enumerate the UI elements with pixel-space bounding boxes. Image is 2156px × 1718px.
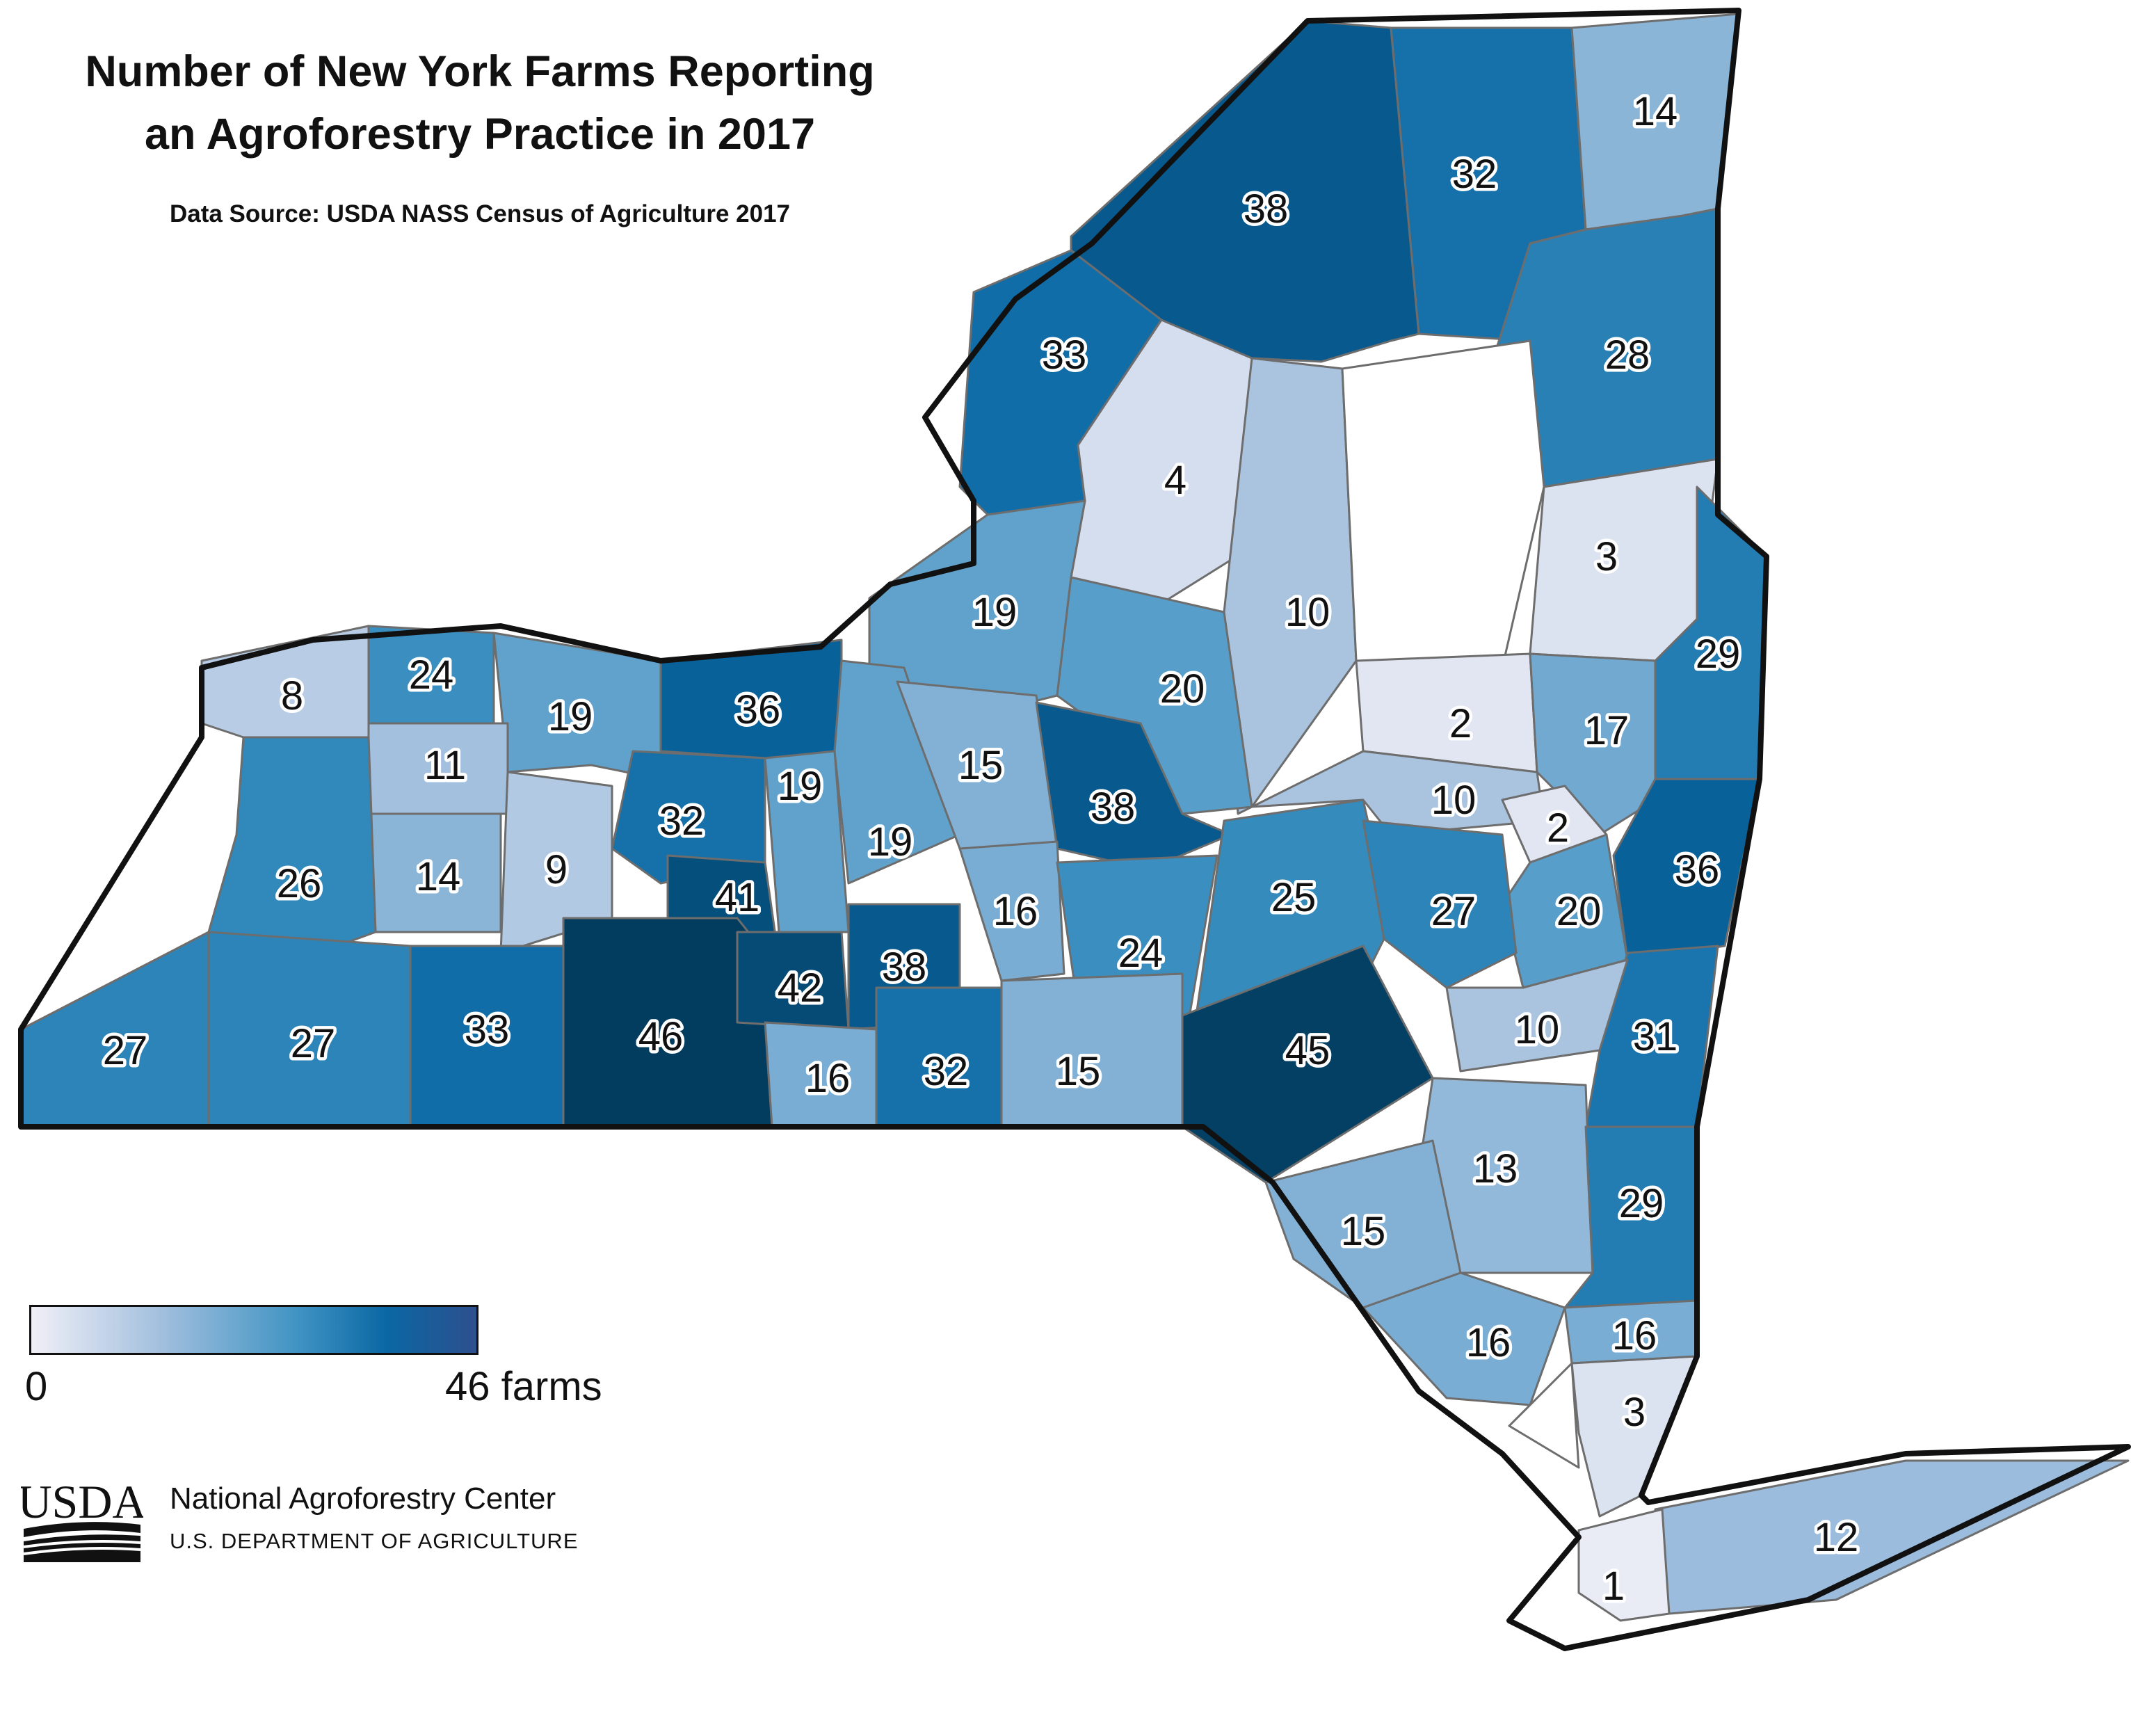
county-value-label-rensselaer: 36 bbox=[1675, 847, 1720, 892]
county-rockland bbox=[1508, 1362, 1580, 1469]
county-value-label-wyoming: 14 bbox=[416, 854, 461, 899]
county-value-label-otsego: 25 bbox=[1271, 875, 1317, 920]
county-value-label-washington: 29 bbox=[1696, 632, 1741, 677]
county-value-label-suffolk: 12 bbox=[1814, 1515, 1859, 1560]
county-value-label-essex: 28 bbox=[1605, 332, 1650, 378]
title-line-2: an Agroforestry Practice in 2017 bbox=[144, 110, 816, 159]
agency-department: U.S. DEPARTMENT OF AGRICULTURE bbox=[170, 1529, 579, 1553]
county-greene bbox=[1445, 958, 1629, 1073]
county-value-label-orange: 16 bbox=[1466, 1320, 1511, 1365]
county-delaware bbox=[1181, 945, 1434, 1184]
county-value-label-chenango: 24 bbox=[1118, 931, 1164, 976]
county-value-label-cortland: 16 bbox=[993, 889, 1038, 934]
county-value-label-erie: 26 bbox=[277, 861, 322, 906]
county-cayuga bbox=[833, 659, 961, 885]
county-value-label-niagara: 8 bbox=[281, 673, 303, 718]
county-value-label-chemung: 16 bbox=[805, 1056, 851, 1101]
data-source: Data Source: USDA NASS Census of Agricul… bbox=[169, 200, 791, 227]
legend-min-label: 0 bbox=[25, 1364, 48, 1409]
county-value-label-dutchess: 29 bbox=[1619, 1181, 1664, 1226]
county-erie bbox=[207, 736, 377, 961]
county-value-label-allegany: 33 bbox=[465, 1007, 510, 1052]
county-value-label-sullivan: 15 bbox=[1341, 1209, 1386, 1254]
county-value-label-albany: 20 bbox=[1556, 889, 1602, 934]
county-orange bbox=[1362, 1271, 1566, 1406]
county-value-label-steuben: 46 bbox=[638, 1014, 684, 1059]
county-value-label-monroe: 19 bbox=[548, 694, 593, 739]
county-value-label-tioga: 32 bbox=[924, 1049, 969, 1094]
county-value-label-oneida: 20 bbox=[1160, 666, 1205, 712]
county-value-label-yates: 41 bbox=[715, 875, 760, 920]
county-value-label-ontario: 32 bbox=[659, 798, 705, 844]
county-value-label-saratoga: 17 bbox=[1584, 708, 1630, 753]
county-value-label-cayuga: 19 bbox=[868, 819, 913, 865]
county-value-label-schoharie: 27 bbox=[1431, 889, 1477, 934]
county-value-label-schuyler: 42 bbox=[778, 965, 823, 1011]
county-value-label-madison: 38 bbox=[1091, 785, 1136, 830]
usda-wordmark: USDA bbox=[21, 1475, 143, 1528]
county-value-label-tompkins: 38 bbox=[882, 945, 927, 990]
county-value-label-fulton: 2 bbox=[1449, 701, 1472, 746]
county-value-label-st-lawrence: 38 bbox=[1244, 186, 1289, 232]
county-value-label-ulster: 13 bbox=[1473, 1146, 1518, 1191]
county-value-label-wayne: 36 bbox=[736, 687, 781, 732]
map-title: Number of New York Farms Reporting an Ag… bbox=[28, 40, 932, 166]
legend-max-label: 46 farms bbox=[445, 1364, 602, 1409]
county-schoharie bbox=[1362, 819, 1518, 989]
county-westchester bbox=[1570, 1355, 1698, 1518]
county-value-label-columbia: 31 bbox=[1633, 1014, 1678, 1059]
county-value-label-livingston: 9 bbox=[545, 847, 568, 892]
county-value-label-chautauqua: 27 bbox=[103, 1028, 148, 1073]
county-value-label-lewis: 4 bbox=[1164, 458, 1186, 503]
county-value-label-delaware: 45 bbox=[1285, 1028, 1330, 1073]
county-value-label-broome: 15 bbox=[1056, 1049, 1101, 1094]
county-hamilton bbox=[1341, 339, 1545, 669]
county-value-label-orleans: 24 bbox=[409, 652, 454, 698]
county-value-label-putnam: 16 bbox=[1612, 1313, 1657, 1358]
county-value-label-onondaga: 15 bbox=[958, 743, 1004, 788]
county-value-label-schenectady: 2 bbox=[1547, 805, 1569, 851]
county-value-label-montgomery: 10 bbox=[1431, 778, 1477, 823]
county-value-label-greene: 10 bbox=[1515, 1007, 1560, 1052]
county-nyc bbox=[1577, 1508, 1671, 1622]
title-line-1: Number of New York Farms Reporting bbox=[85, 47, 875, 96]
county-value-label-jefferson: 33 bbox=[1042, 332, 1087, 378]
county-value-label-westchester: 3 bbox=[1623, 1390, 1646, 1435]
state-outline bbox=[18, 8, 2131, 1651]
county-cortland bbox=[958, 840, 1065, 982]
county-value-label-genesee: 11 bbox=[424, 743, 466, 788]
legend-color-bar bbox=[29, 1305, 478, 1355]
county-value-label-clinton: 14 bbox=[1633, 89, 1678, 134]
county-value-label-franklin: 32 bbox=[1452, 152, 1497, 197]
county-value-label-warren: 3 bbox=[1595, 534, 1618, 579]
county-value-label-oswego: 19 bbox=[972, 590, 1017, 635]
county-value-label-cattaraugus: 27 bbox=[291, 1021, 336, 1066]
agency-name: National Agroforestry Center bbox=[170, 1482, 556, 1516]
county-value-label-seneca: 19 bbox=[778, 764, 823, 809]
usda-logo: USDA bbox=[21, 1475, 143, 1562]
county-value-label-nyc: 1 bbox=[1602, 1564, 1625, 1609]
county-value-label-herkimer: 10 bbox=[1285, 590, 1330, 635]
